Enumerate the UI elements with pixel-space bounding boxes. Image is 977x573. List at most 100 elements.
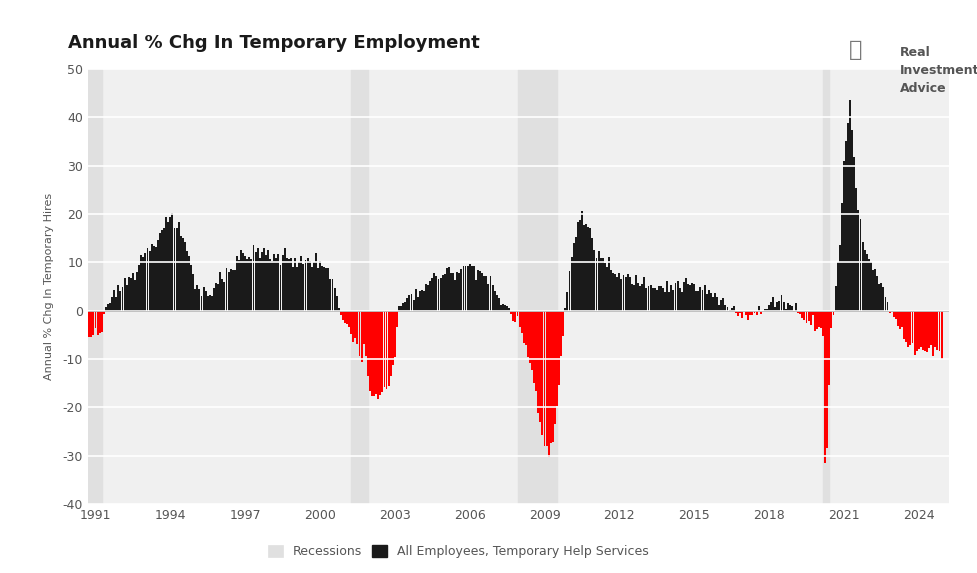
Bar [786, 303, 787, 311]
Bar [582, 225, 584, 311]
Bar [512, 311, 514, 321]
Bar [71, 309, 73, 311]
Bar [228, 272, 230, 311]
Bar [873, 269, 875, 311]
Bar [750, 311, 752, 315]
Bar [136, 272, 138, 311]
Bar [246, 259, 248, 311]
Bar [578, 220, 580, 311]
Bar [126, 285, 128, 311]
Bar [532, 311, 534, 383]
Bar [425, 284, 427, 311]
Bar [597, 252, 599, 311]
Bar [900, 311, 902, 327]
Bar [574, 237, 576, 311]
Bar [234, 270, 235, 311]
Bar [435, 276, 437, 311]
Bar [755, 311, 757, 315]
Bar [639, 286, 641, 311]
Bar [261, 252, 263, 311]
Bar [645, 288, 647, 311]
Bar [780, 295, 782, 311]
Bar [693, 284, 695, 311]
Bar [300, 256, 302, 311]
Bar [271, 261, 273, 311]
Bar [86, 311, 88, 327]
Bar [536, 311, 538, 413]
Bar [919, 311, 920, 347]
Bar [226, 268, 228, 311]
Bar [460, 269, 462, 311]
Bar [705, 294, 707, 311]
Bar [364, 311, 366, 356]
Bar [230, 269, 232, 311]
Bar [223, 282, 225, 311]
Bar [468, 264, 470, 311]
Bar [796, 311, 798, 313]
Bar [626, 274, 628, 311]
Bar [800, 311, 802, 318]
Bar [196, 285, 198, 311]
Bar [865, 254, 867, 311]
Bar [525, 311, 527, 344]
Bar [711, 297, 713, 311]
Bar [905, 311, 907, 342]
Bar [406, 298, 407, 311]
Bar [674, 282, 676, 311]
Bar [844, 142, 846, 311]
Bar [375, 311, 377, 394]
Bar [456, 272, 457, 311]
Bar [296, 266, 298, 311]
Bar [881, 287, 883, 311]
Bar [331, 278, 333, 311]
Bar [857, 210, 859, 311]
Bar [105, 307, 106, 311]
Bar [188, 256, 190, 311]
Bar [931, 311, 933, 356]
Bar [861, 242, 863, 311]
Bar [90, 311, 92, 337]
Bar [717, 305, 719, 311]
Bar [608, 257, 610, 311]
Bar [619, 278, 621, 311]
Bar [420, 290, 422, 311]
Bar [624, 277, 626, 311]
Bar [807, 311, 809, 321]
Bar [283, 248, 285, 311]
Bar [842, 161, 844, 311]
Bar [518, 311, 520, 327]
Bar [923, 311, 925, 351]
Bar [76, 311, 77, 325]
Bar [911, 311, 913, 343]
Bar [593, 250, 595, 311]
Bar [370, 311, 372, 396]
Bar [722, 298, 724, 311]
Bar [936, 311, 937, 350]
Bar [362, 311, 364, 344]
Text: Annual % Chg In Temporary Employment: Annual % Chg In Temporary Employment [68, 34, 480, 52]
Bar [659, 286, 661, 311]
Bar [641, 284, 643, 311]
Bar [433, 273, 435, 311]
Bar [414, 289, 416, 311]
Bar [431, 278, 433, 311]
Bar [739, 311, 741, 313]
Bar [883, 297, 885, 311]
Bar [840, 203, 842, 311]
Bar [501, 304, 503, 311]
Bar [302, 264, 304, 311]
Bar [503, 305, 505, 311]
Bar [123, 278, 125, 311]
Bar [333, 288, 335, 311]
Bar [458, 273, 460, 311]
Bar [898, 311, 900, 329]
Bar [724, 305, 726, 311]
Bar [479, 271, 481, 311]
Bar [826, 311, 828, 448]
Bar [113, 291, 115, 311]
Bar [239, 250, 241, 311]
Bar [423, 291, 424, 311]
Bar [676, 281, 678, 311]
Bar [728, 309, 730, 311]
Bar [173, 228, 175, 311]
